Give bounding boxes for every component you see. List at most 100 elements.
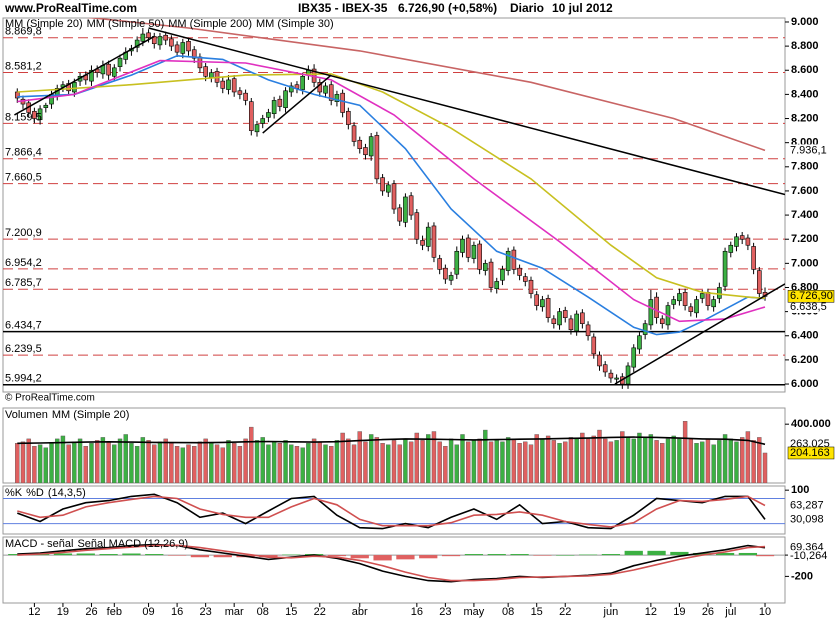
candle-body <box>323 85 328 94</box>
y-tick-label: 7.000 <box>791 257 819 269</box>
volume-bar <box>682 421 688 483</box>
y-tick-label: 7.600 <box>791 185 819 197</box>
x-tick-label: 10 <box>759 606 771 618</box>
value-tag-bg <box>788 144 834 157</box>
trendline <box>614 283 785 385</box>
candle-body <box>671 299 676 305</box>
volume-bar <box>26 438 31 483</box>
volume-bar <box>311 438 317 483</box>
histogram-bar <box>190 555 210 558</box>
candle-body <box>557 311 562 326</box>
candle-body <box>562 310 568 318</box>
volume-bar <box>351 444 357 483</box>
legend-entry: MM (Simple 20) <box>5 18 83 30</box>
y-tick-label: 400.000 <box>791 418 831 430</box>
candle-body <box>694 299 699 314</box>
candle-body <box>157 36 163 46</box>
candle-body <box>288 85 294 93</box>
volume-bar <box>728 438 733 483</box>
macd-line <box>17 544 766 582</box>
candle-body <box>659 318 665 324</box>
value-tag-bg <box>787 290 835 303</box>
volume-bar <box>517 443 522 483</box>
candle-body <box>420 240 425 246</box>
candle-body <box>517 267 522 276</box>
candle-body <box>37 108 43 121</box>
candle-body <box>460 238 465 253</box>
x-tick-label: 16 <box>411 606 423 618</box>
volume-bar <box>192 446 197 483</box>
x-tick-label: 19 <box>673 606 685 618</box>
volume-bar <box>203 438 208 483</box>
volume-bar <box>157 441 163 483</box>
y-tick-label: 7.200 <box>791 233 819 245</box>
volume-bar <box>454 444 459 483</box>
volume-bar <box>414 432 420 483</box>
moving-average <box>17 54 766 336</box>
candle-body <box>551 318 557 324</box>
candle-body <box>717 287 722 299</box>
candle-body <box>505 250 511 271</box>
candle-body <box>488 261 494 288</box>
y-tick-label: 8.800 <box>791 40 819 52</box>
panel-frame <box>2 17 786 393</box>
x-tick-label: jun <box>603 606 619 618</box>
volume-bar <box>466 441 471 483</box>
candle-body <box>591 336 597 355</box>
candle-body <box>66 83 71 92</box>
candle-body <box>574 313 579 332</box>
volume-bar <box>334 440 340 483</box>
candle-body <box>140 33 146 42</box>
volume-bar <box>169 443 174 483</box>
candle-body <box>648 299 654 326</box>
x-tick-label: 23 <box>200 606 212 618</box>
candle-body <box>494 281 500 289</box>
date: 10 jul 2012 <box>552 1 613 15</box>
x-tick-label: 22 <box>559 606 571 618</box>
candle-body <box>682 292 688 306</box>
volume-bar <box>500 441 505 483</box>
volume-bar <box>505 437 511 483</box>
candle-body <box>483 263 488 271</box>
volume-bar <box>477 438 482 483</box>
candle-body <box>271 100 277 115</box>
candle-body <box>351 125 357 142</box>
candle-body <box>89 69 94 82</box>
volume-bar <box>163 438 168 483</box>
volume-bar <box>528 444 534 483</box>
histogram-bar <box>350 555 369 559</box>
x-tick-label: mar <box>225 606 244 618</box>
volume-bar <box>642 437 648 483</box>
candle-body <box>226 79 231 90</box>
volume-bar <box>146 440 151 483</box>
volume-bar <box>660 443 665 483</box>
panel-frame <box>2 485 786 535</box>
volume-bar <box>751 440 756 483</box>
legend-entry: (14,3,5) <box>48 487 86 499</box>
candle-body <box>500 269 505 281</box>
volume-bar <box>60 435 66 483</box>
volume-bar <box>55 438 60 483</box>
volume-bar <box>83 446 88 483</box>
volume-bar <box>220 447 225 483</box>
histogram-bar <box>738 552 758 556</box>
candle-body <box>528 279 534 294</box>
volume-bar <box>340 432 345 483</box>
volume-bar <box>625 437 631 483</box>
candle-body <box>654 296 659 318</box>
histogram-bar <box>715 552 735 556</box>
volume-bar <box>368 434 374 483</box>
volume-bar <box>620 431 625 483</box>
candle-body <box>300 75 305 90</box>
candle-body <box>471 244 477 259</box>
candle-body <box>540 299 545 308</box>
candle-body <box>443 267 448 280</box>
volume-bar <box>545 435 551 483</box>
candle-body <box>585 324 591 337</box>
volume-bar <box>266 444 271 483</box>
x-tick-label: may <box>464 606 485 618</box>
y-tick-label: 9.000 <box>791 16 819 28</box>
level-label: 7.200,9 <box>5 227 42 239</box>
volume-bar <box>363 441 368 483</box>
candle-body <box>32 110 37 119</box>
